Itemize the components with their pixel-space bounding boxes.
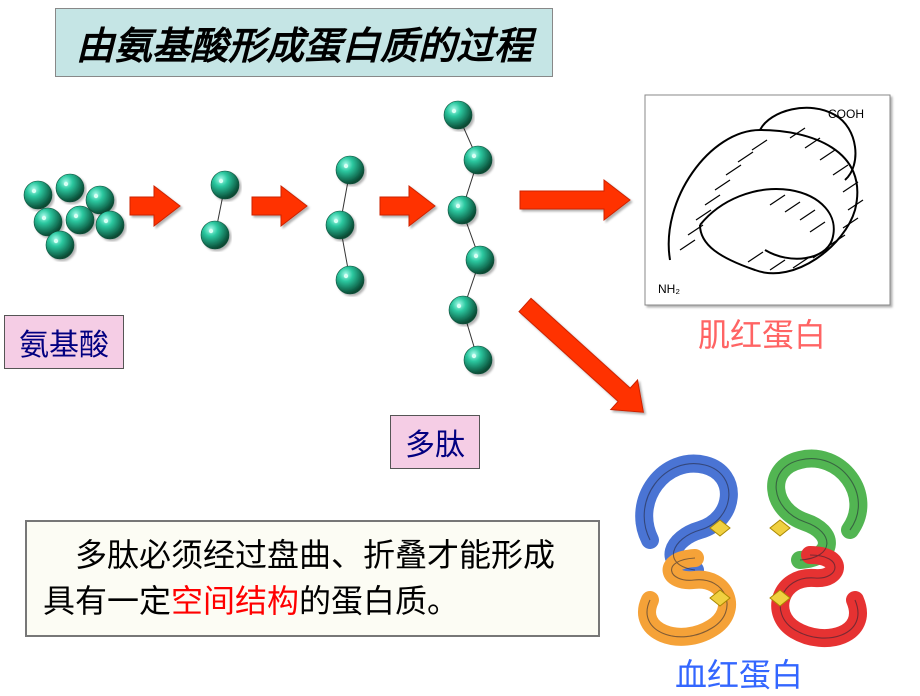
caption: 多肽必须经过盘曲、折叠才能形成具有一定空间结构的蛋白质。	[25, 520, 600, 637]
page-title: 由氨基酸形成蛋白质的过程	[55, 8, 553, 77]
hemoglobin-icon	[620, 440, 880, 645]
label-myoglobin: 肌红蛋白	[698, 310, 826, 356]
svg-text:NH₂: NH₂	[658, 282, 680, 296]
caption-highlight: 空间结构	[171, 583, 299, 619]
myoglobin-icon: NH₂ COOH	[645, 95, 890, 305]
caption-post: 的蛋白质。	[299, 583, 459, 619]
svg-text:COOH: COOH	[828, 107, 864, 121]
label-amino-acid: 氨基酸	[4, 315, 124, 369]
label-polypeptide: 多肽	[390, 415, 480, 469]
label-hemoglobin: 血红蛋白	[675, 650, 803, 696]
arrows	[130, 180, 643, 412]
peptide-chains	[215, 115, 480, 360]
